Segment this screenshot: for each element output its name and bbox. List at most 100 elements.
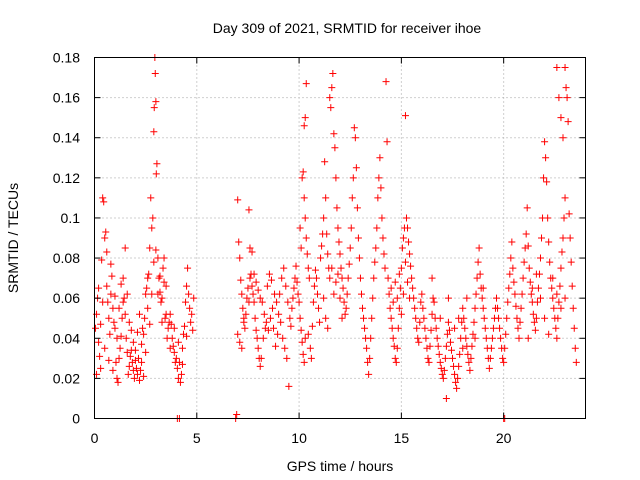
data-point [156, 272, 164, 280]
data-point [524, 334, 532, 342]
data-point [471, 334, 479, 342]
data-point [528, 284, 536, 292]
data-point [300, 358, 308, 366]
data-point [102, 228, 110, 236]
data-point [532, 314, 540, 322]
data-point [375, 174, 383, 182]
data-point [549, 274, 557, 282]
data-points [92, 54, 580, 422]
data-point [451, 324, 459, 332]
data-point [336, 294, 344, 302]
data-point [384, 274, 392, 282]
data-point [148, 224, 156, 232]
data-point [131, 346, 139, 354]
data-point [420, 314, 428, 322]
data-point [326, 94, 334, 102]
data-point [345, 260, 353, 268]
data-point [173, 364, 181, 372]
data-point [278, 274, 286, 282]
data-point [439, 374, 447, 382]
data-point [331, 144, 339, 152]
data-point [389, 298, 397, 306]
data-point [380, 250, 388, 258]
data-point [190, 294, 198, 302]
data-point [143, 284, 151, 292]
data-point [307, 354, 315, 362]
data-point [459, 344, 467, 352]
data-point [409, 284, 417, 292]
data-point [99, 298, 107, 306]
data-point [153, 160, 161, 168]
data-point [352, 164, 360, 172]
data-point [317, 254, 325, 262]
data-point [388, 324, 396, 332]
data-point [308, 322, 316, 330]
data-point [152, 98, 160, 106]
data-point [158, 294, 166, 302]
data-point [103, 248, 111, 256]
data-point [407, 262, 415, 270]
data-point [238, 344, 246, 352]
data-point [341, 310, 349, 318]
data-point [442, 342, 450, 350]
data-point [334, 224, 342, 232]
data-point [297, 326, 305, 334]
data-point [428, 274, 436, 282]
data-point [339, 284, 347, 292]
data-point [456, 350, 464, 358]
data-point [289, 294, 297, 302]
data-point [113, 374, 121, 382]
data-point [489, 324, 497, 332]
data-point [433, 334, 441, 342]
data-point [287, 322, 295, 330]
data-point [130, 374, 138, 382]
data-point [328, 264, 336, 272]
data-point [140, 372, 148, 380]
y-tick-label: 0.04 [53, 330, 80, 346]
data-point [422, 334, 430, 342]
data-point [553, 64, 561, 72]
data-point [178, 344, 186, 352]
data-point [288, 304, 296, 312]
data-point [421, 324, 429, 332]
data-point [517, 304, 525, 312]
data-point [320, 214, 328, 222]
data-point [346, 244, 354, 252]
data-point [132, 364, 140, 372]
data-point [348, 194, 356, 202]
data-point [419, 304, 427, 312]
data-point [327, 104, 335, 112]
data-point [427, 326, 435, 334]
data-point [160, 278, 168, 286]
data-point [138, 358, 146, 366]
data-point [97, 364, 105, 372]
data-point [519, 274, 527, 282]
data-point [398, 244, 406, 252]
data-point [447, 346, 455, 354]
data-point [474, 258, 482, 266]
data-point [559, 234, 567, 242]
data-point [414, 334, 422, 342]
data-point [479, 304, 487, 312]
data-point [124, 370, 132, 378]
data-point [270, 324, 278, 332]
data-point [446, 338, 454, 346]
data-point [401, 258, 409, 266]
data-point [248, 282, 256, 290]
data-point [499, 354, 507, 362]
data-point [554, 314, 562, 322]
data-point [541, 138, 549, 146]
data-point [503, 314, 511, 322]
data-point [115, 304, 123, 312]
data-point [485, 364, 493, 372]
data-point [541, 314, 549, 322]
data-point [513, 314, 521, 322]
x-tick-label: 10 [291, 430, 307, 446]
data-point [507, 254, 515, 262]
data-point [118, 314, 126, 322]
data-point [162, 282, 170, 290]
data-point [145, 270, 153, 278]
data-point [313, 290, 321, 298]
data-point [545, 330, 553, 338]
data-point [296, 224, 304, 232]
